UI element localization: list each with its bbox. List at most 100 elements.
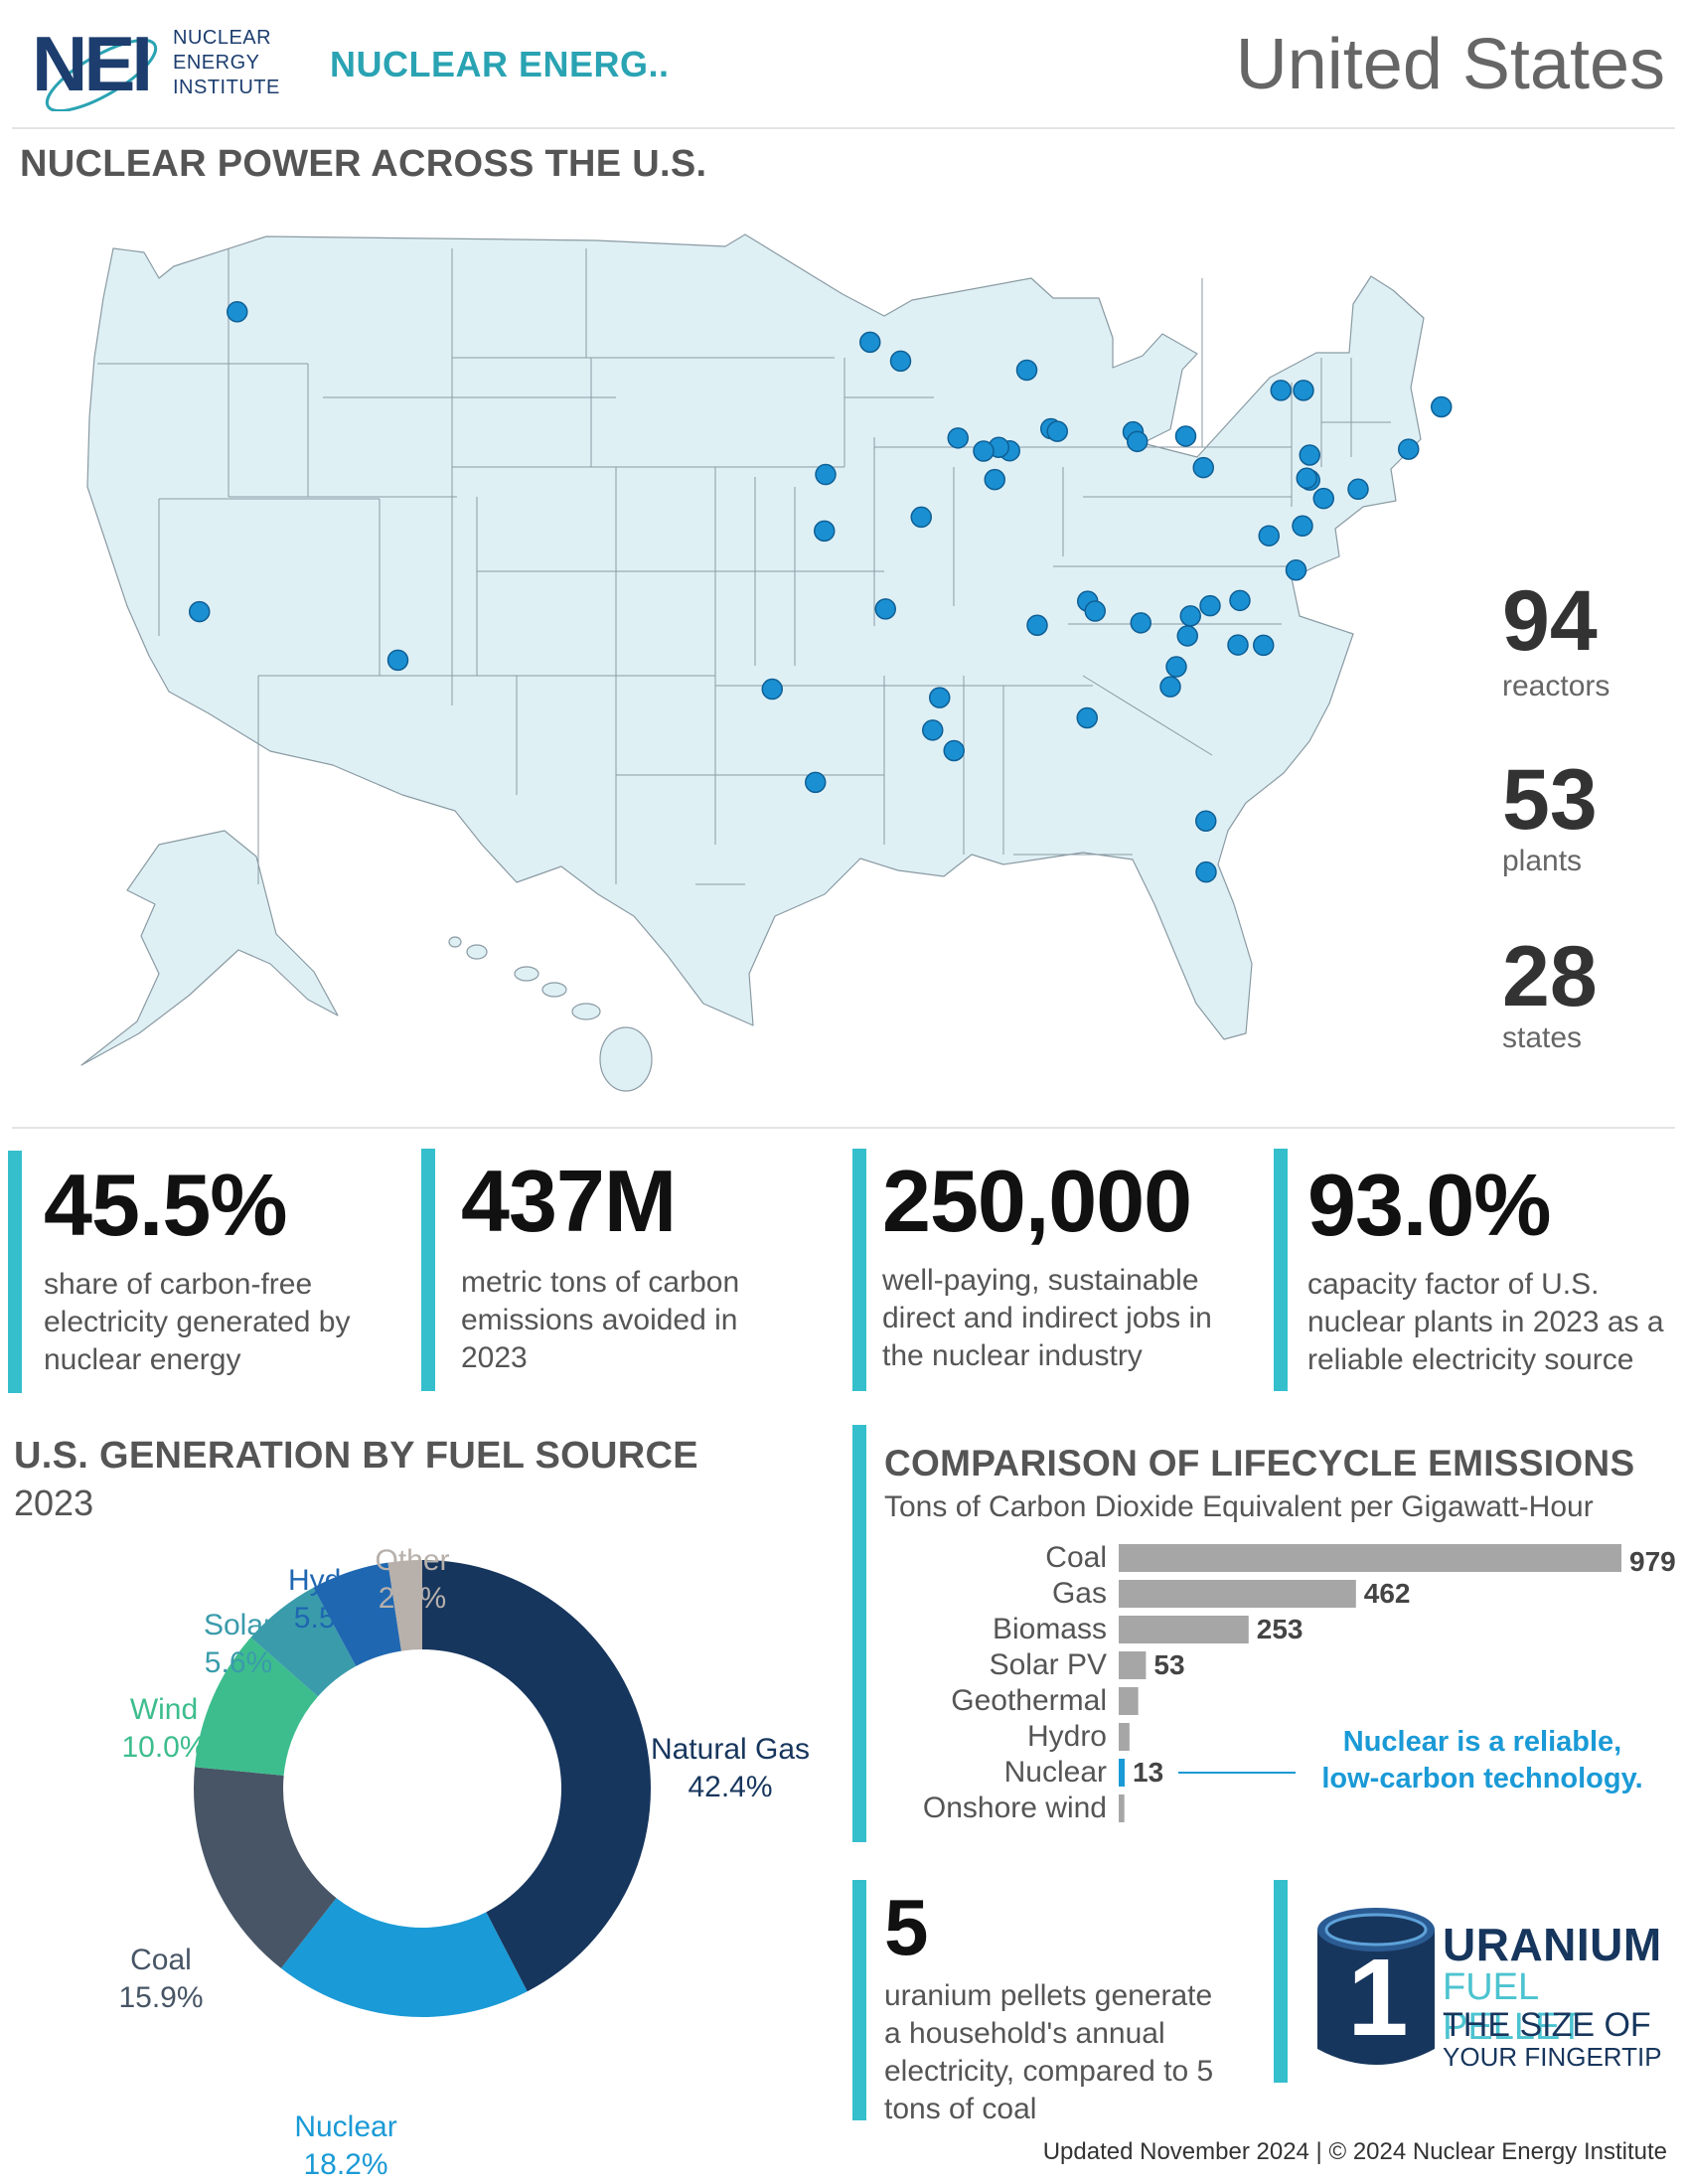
- bar-category-label: Solar PV: [990, 1648, 1107, 1681]
- bar-category-label: Biomass: [993, 1613, 1107, 1645]
- stat-card-capacity-factor: 93.0% capacity factor of U.S. nuclear pl…: [1307, 1161, 1685, 1379]
- plant-marker: [761, 678, 783, 701]
- plant-marker: [1299, 444, 1320, 466]
- bar-value-label: 13: [1133, 1757, 1163, 1788]
- orbit-icon: [45, 38, 158, 111]
- plant-marker: [984, 468, 1005, 491]
- plant-marker: [1084, 600, 1106, 622]
- plant-marker: [1292, 515, 1313, 538]
- plant-marker: [386, 649, 409, 672]
- logo-line: ENERGY: [173, 52, 260, 74]
- plant-marker: [1174, 425, 1197, 447]
- emission-bar: [1119, 1723, 1130, 1751]
- page-title: United States: [1235, 25, 1665, 104]
- card-value: 45.5%: [44, 1156, 288, 1254]
- donut-slice: [313, 1562, 401, 1666]
- pellet-line-1: URANIUM: [1443, 1919, 1662, 1970]
- card-line: well-paying, sustainable: [882, 1264, 1199, 1297]
- slice-value-label: 5.5%: [294, 1602, 362, 1635]
- card-line: a household's annual: [884, 2017, 1165, 2050]
- plant-marker: [1347, 478, 1369, 501]
- map-section-title: NUCLEAR POWER ACROSS THE U.S.: [20, 143, 707, 185]
- logo-text: NUCLEAR ENERGY INSTITUTE: [173, 26, 280, 100]
- plant-marker: [1179, 605, 1201, 627]
- stat-label: reactors: [1502, 670, 1610, 702]
- plant-marker: [1176, 625, 1198, 647]
- card-description: capacity factor of U.S. nuclear plants i…: [1307, 1266, 1685, 1379]
- slice-label: Other: [375, 1544, 449, 1577]
- pellet-line-3: THE SIZE OF: [1443, 2006, 1651, 2044]
- lifecycle-emissions-bar-chart: Coal 979 Gas 462 Biomass 253 Solar PV 53 Geother…: [923, 1541, 1676, 1824]
- fuel-pellet-graphic: 1 URANIUM FUEL PELLET THE SIZE OF YOUR F…: [1311, 1900, 1679, 2079]
- plant-marker: [929, 687, 951, 708]
- emission-bar: [1119, 1759, 1125, 1787]
- slice-label: Wind: [130, 1693, 198, 1726]
- hawaii-island: [448, 936, 462, 948]
- donut-slice: [422, 1560, 651, 1992]
- slice-label: Coal: [130, 1944, 192, 1976]
- bar-value-label: 462: [1364, 1578, 1411, 1609]
- plant-marker: [1285, 559, 1307, 581]
- plant-marker: [1253, 634, 1275, 657]
- plant-marker: [1026, 614, 1048, 636]
- plant-marker: [1195, 810, 1217, 832]
- card-line: tons of coal: [884, 2093, 1037, 2125]
- stat-value: 53: [1502, 752, 1598, 848]
- hawaii-island: [514, 966, 539, 982]
- plant-marker: [1431, 395, 1453, 418]
- donut-subtitle: 2023: [14, 1482, 94, 1523]
- plant-marker: [874, 598, 896, 620]
- us-map: [80, 234, 1453, 1092]
- pellet-line-4: YOUR FINGERTIP: [1443, 2042, 1662, 2072]
- bar-value-label: 979: [1629, 1546, 1676, 1577]
- hawaii-island: [541, 982, 567, 998]
- slice-value-label: 18.2%: [303, 2148, 387, 2181]
- emission-bar: [1119, 1616, 1249, 1643]
- alaska: [80, 830, 339, 1066]
- plant-marker: [1127, 430, 1149, 453]
- plant-marker: [1159, 676, 1181, 698]
- plant-marker: [815, 463, 837, 486]
- stat-card-emissions-avoided: 437M metric tons of carbon emissions avo…: [461, 1157, 858, 1377]
- card-accent: [421, 1149, 435, 1391]
- stat-card-carbon-free: 45.5% share of carbon-free electricity g…: [44, 1161, 421, 1379]
- card-line: direct and indirect jobs in: [882, 1302, 1212, 1334]
- card-line: reliable electricity source: [1307, 1343, 1634, 1376]
- plant-marker: [1296, 467, 1317, 490]
- card-line: share of carbon-free: [44, 1268, 313, 1301]
- slice-label: Hydro: [288, 1564, 368, 1597]
- plant-marker: [910, 506, 932, 529]
- emission-bar: [1119, 1544, 1621, 1572]
- card-description: uranium pellets generate a household's a…: [884, 1977, 1282, 2128]
- donut-slice: [250, 1587, 357, 1697]
- plant-marker: [227, 301, 248, 323]
- card-line: emissions avoided in: [461, 1304, 738, 1336]
- pellet-number: 1: [1347, 1937, 1409, 2059]
- slice-value-label: 10.0%: [121, 1731, 206, 1764]
- org-name: NUCLEAR ENERG..: [330, 44, 670, 84]
- hawaii-island: [599, 1026, 653, 1092]
- card-accent: [852, 1149, 866, 1391]
- card-description: share of carbon-free electricity generat…: [44, 1266, 421, 1379]
- card-line: nuclear plants in 2023 as a: [1307, 1306, 1664, 1338]
- logo-line: INSTITUTE: [173, 77, 280, 98]
- plant-marker: [1398, 438, 1420, 460]
- donut-slice: [280, 1898, 528, 2017]
- hawaii-island: [571, 1003, 601, 1020]
- donut-slice: [193, 1767, 337, 1968]
- donut-slice: [195, 1637, 318, 1776]
- plant-marker: [1046, 420, 1068, 442]
- stat-reactors: 94 reactors: [1502, 578, 1610, 703]
- bar-value-label: 53: [1153, 1649, 1184, 1680]
- slice-label: Solar: [204, 1609, 273, 1641]
- plant-marker: [889, 350, 912, 373]
- card-accent: [8, 1151, 22, 1393]
- stat-label: plants: [1502, 845, 1583, 877]
- plant-marker: [1015, 359, 1038, 382]
- bar-category-label: Nuclear: [1004, 1756, 1107, 1789]
- card-line: metric tons of carbon: [461, 1266, 740, 1299]
- plant-markers: [189, 301, 1453, 883]
- card-accent: [1274, 1149, 1288, 1391]
- annotation-text: Nuclear is a reliable,: [1343, 1726, 1621, 1758]
- plant-marker: [947, 427, 969, 449]
